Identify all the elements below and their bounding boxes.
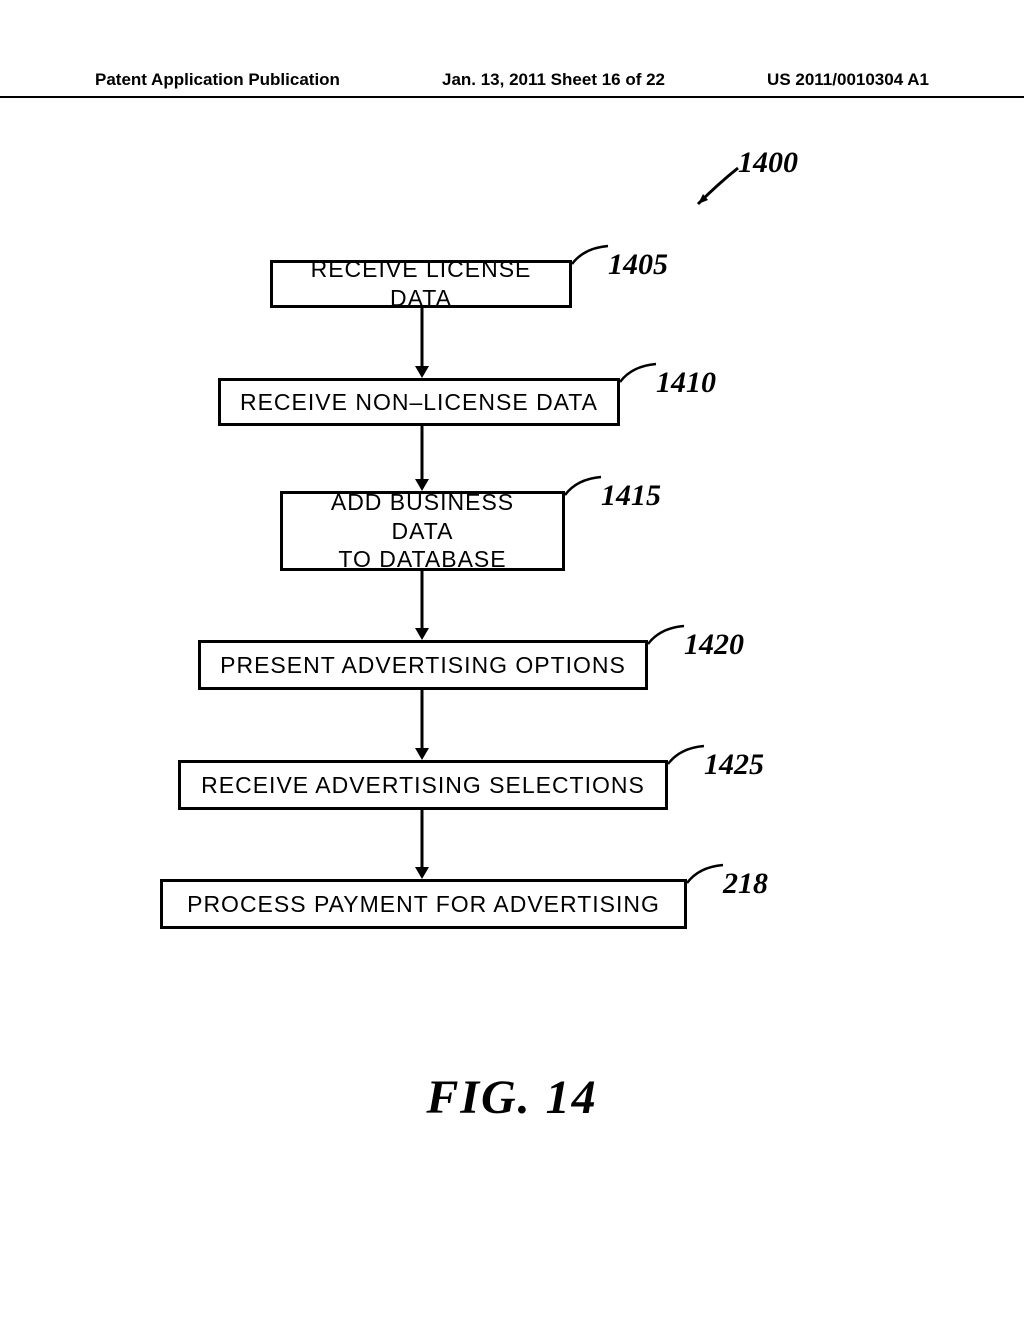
ref-leader (646, 622, 690, 652)
ref-leader (666, 742, 710, 772)
ref-leader (570, 242, 614, 272)
flow-arrow (411, 426, 433, 491)
flow-arrow (411, 810, 433, 879)
figure-caption: FIG. 14 (426, 1070, 597, 1125)
flow-step: RECEIVE ADVERTISING SELECTIONS (178, 760, 668, 810)
step-ref-label: 1420 (684, 628, 744, 662)
flow-step: PRESENT ADVERTISING OPTIONS (198, 640, 648, 690)
step-ref-label: 1410 (656, 366, 716, 400)
flow-arrow (411, 690, 433, 760)
step-ref-label: 1405 (608, 248, 668, 282)
flow-arrow (411, 308, 433, 378)
flow-step: RECEIVE LICENSE DATA (270, 260, 572, 308)
ref-leader (618, 360, 662, 390)
figure-ref-arrow (688, 166, 748, 219)
header-left: Patent Application Publication (95, 70, 340, 90)
step-ref-label: 1425 (704, 748, 764, 782)
header-center: Jan. 13, 2011 Sheet 16 of 22 (442, 70, 665, 90)
flow-step: RECEIVE NON–LICENSE DATA (218, 378, 620, 426)
step-ref-label: 218 (723, 867, 768, 901)
ref-leader (685, 861, 729, 891)
ref-leader (563, 473, 607, 503)
flow-arrow (411, 571, 433, 640)
flow-step: ADD BUSINESS DATATO DATABASE (280, 491, 565, 571)
step-ref-label: 1415 (601, 479, 661, 513)
flow-step: PROCESS PAYMENT FOR ADVERTISING (160, 879, 687, 929)
header-right: US 2011/0010304 A1 (767, 70, 929, 90)
page-header: Patent Application Publication Jan. 13, … (0, 70, 1024, 98)
